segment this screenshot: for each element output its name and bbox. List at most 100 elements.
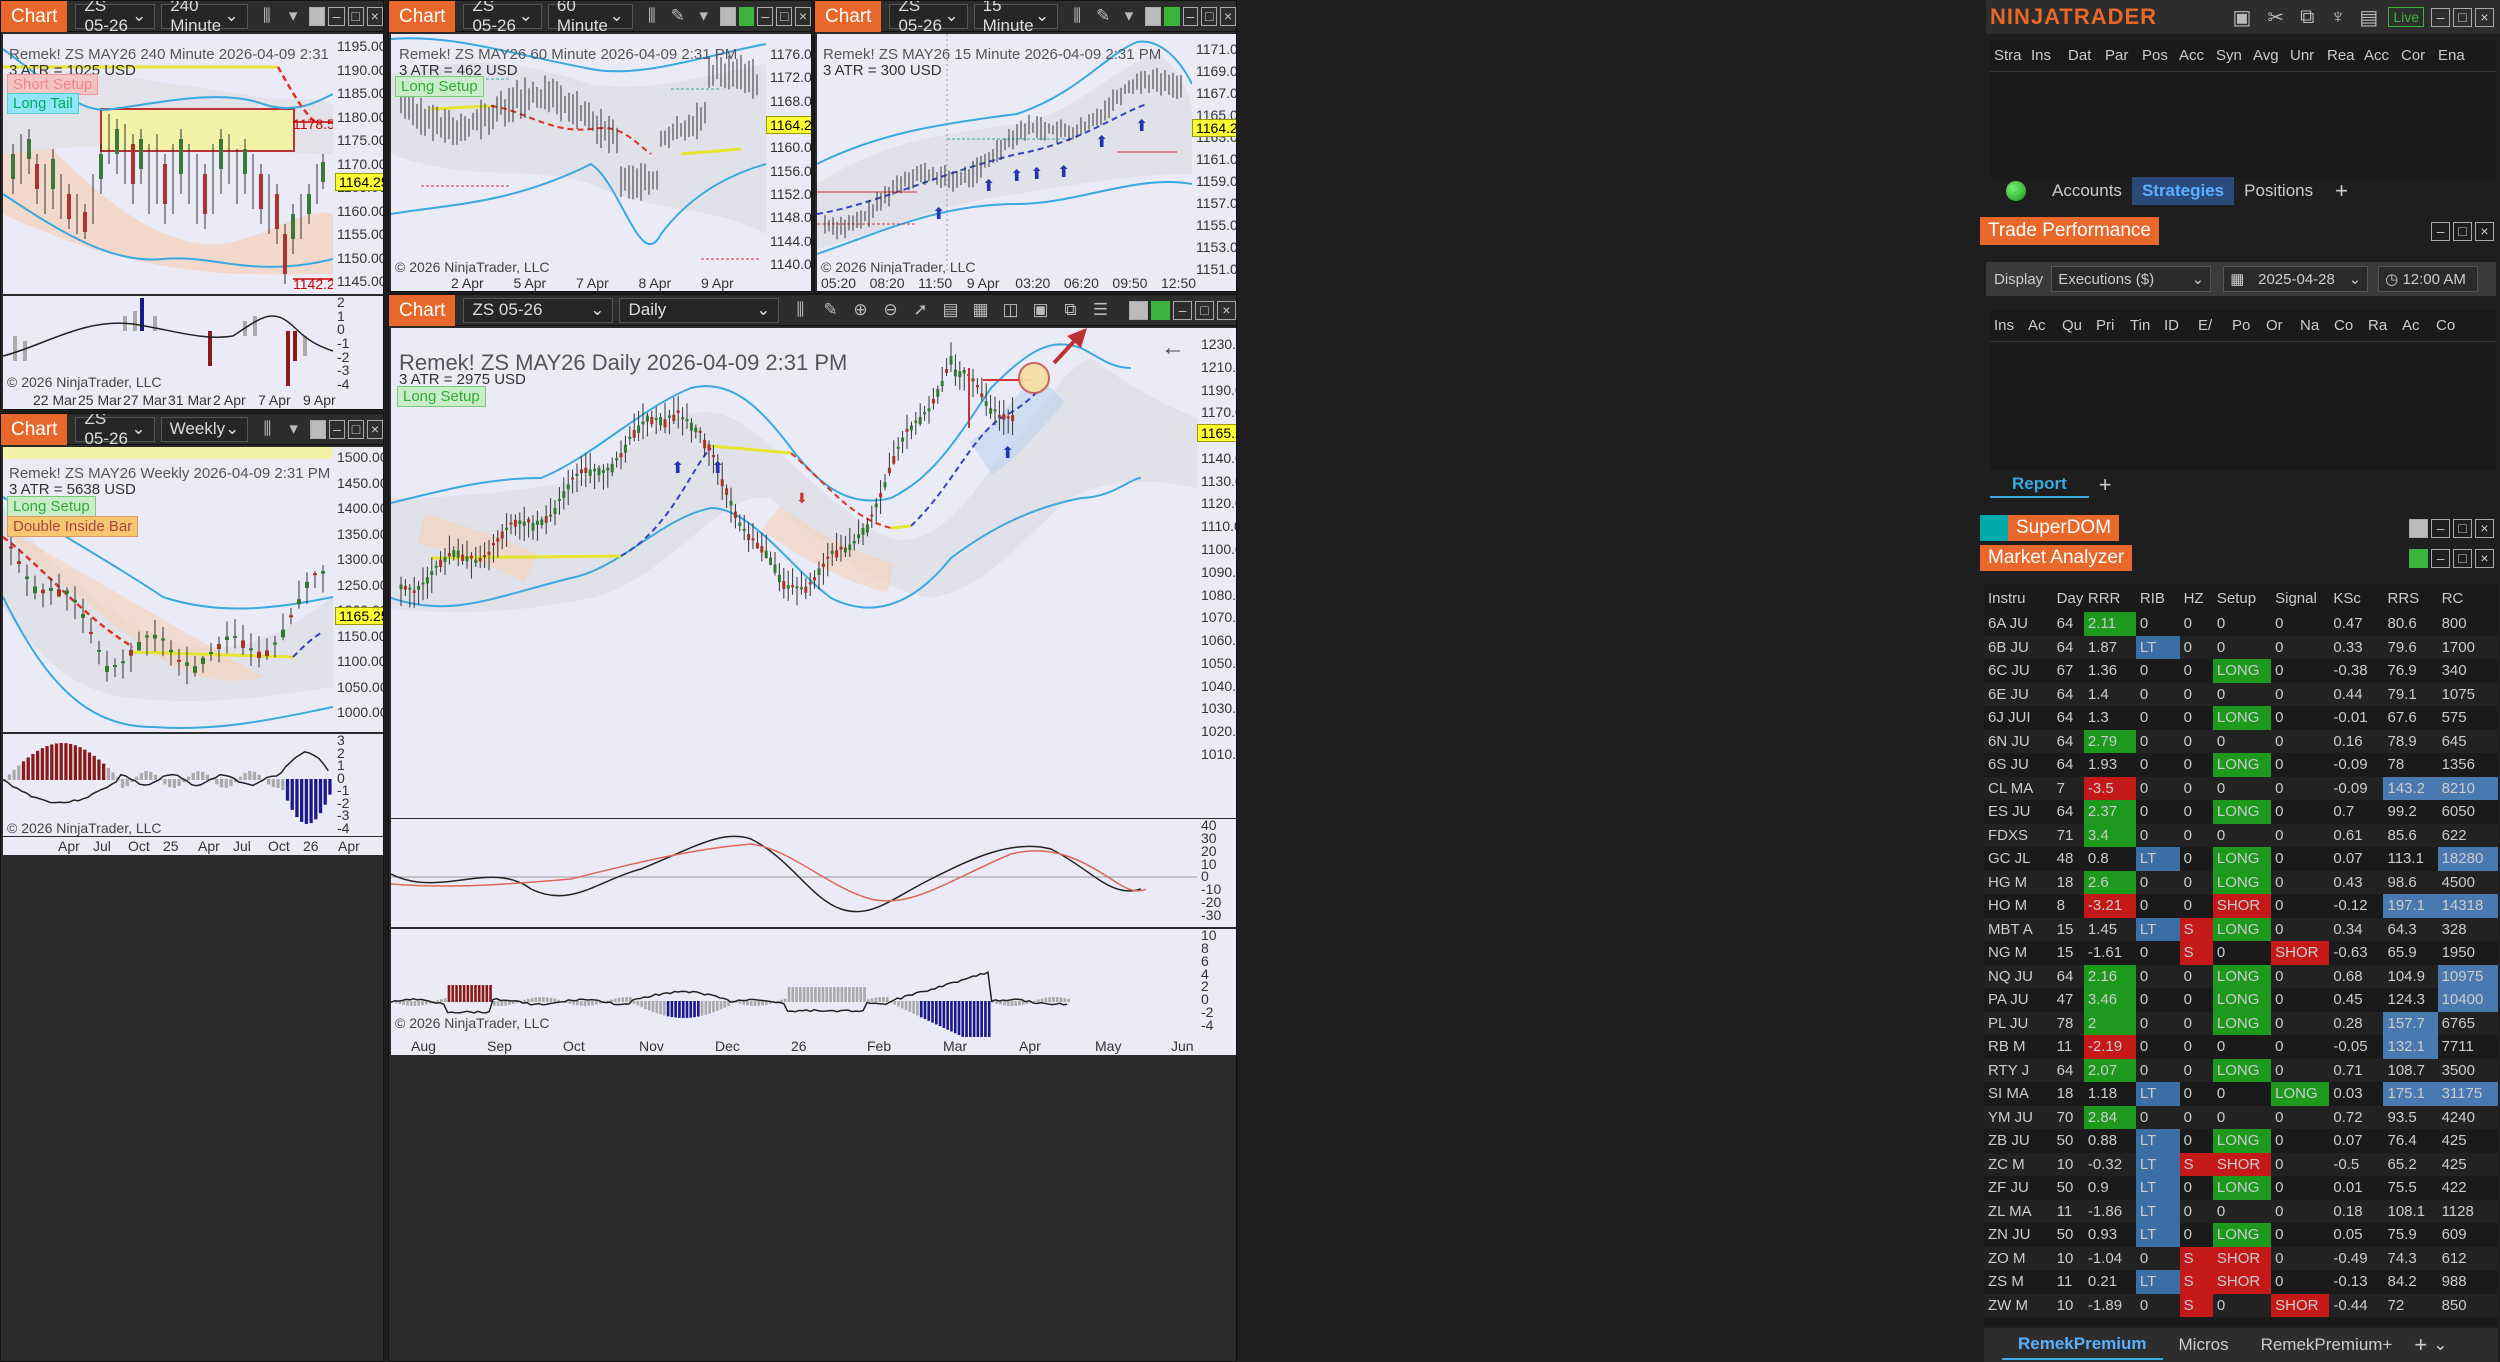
table-row[interactable]: 6E JU 64 1.4 0 0 0 0 0.44 79.1 1075 — [1984, 682, 2498, 706]
price-panel[interactable]: Remek! ZS MAY26 60 Minute 2026-04-09 2:3… — [391, 34, 766, 274]
column-header[interactable]: Instru — [1988, 589, 2026, 607]
minimize-button[interactable]: – — [2431, 548, 2450, 568]
table-row[interactable]: 6N JU 64 2.79 0 0 0 0 0.16 78.9 645 — [1984, 729, 2498, 753]
window-link-button[interactable] — [309, 419, 326, 439]
column-header[interactable]: Syn — [2216, 47, 2242, 64]
price-axis[interactable]: 1195.00 1190.00 1185.00 1180.00 1175.00 1170.… — [333, 34, 383, 294]
window-link-button[interactable] — [1129, 300, 1148, 320]
maximize-button[interactable]: □ — [2453, 518, 2472, 538]
column-header[interactable]: Day — [2056, 589, 2084, 607]
table-row[interactable]: MBT A 15 1.45 LT S LONG 0 0.34 64.3 328 — [1984, 917, 2498, 941]
maximize-button[interactable]: □ — [2453, 548, 2472, 568]
window-link-button[interactable] — [1144, 6, 1161, 26]
dropdown-arrow-icon[interactable]: ▾ — [289, 419, 298, 438]
time-axis[interactable]: 05:20 08:20 11:50 9 Apr 03:20 06:20 09:50 12:50 — [817, 274, 1236, 291]
tab-strategies[interactable]: Strategies — [2131, 177, 2235, 205]
table-row[interactable]: ZS M 11 0.21 LT S SHOR 0 -0.13 84.2 988 — [1984, 1270, 2498, 1294]
column-header[interactable]: KSc — [2333, 589, 2361, 607]
column-header[interactable]: Qu — [2062, 317, 2083, 334]
maximize-button[interactable]: □ — [347, 6, 364, 26]
table-row[interactable]: NG M 15 -1.61 0 S 0 SHOR -0.63 65.9 1950 — [1984, 941, 2498, 965]
workspaces-icon[interactable]: ⧉ — [2300, 5, 2315, 28]
price-axis[interactable]: 1176.001172.001168.001164.001160.001156.… — [766, 34, 811, 274]
dropdown-arrow-icon[interactable]: ▾ — [288, 6, 298, 25]
maximize-button[interactable]: □ — [347, 419, 364, 439]
table-row[interactable]: ZW M 10 -1.89 0 S 0 SHOR -0.44 72 850 — [1984, 1293, 2498, 1317]
period-selector[interactable]: Weekly ⌄ — [160, 416, 249, 442]
window-link-button[interactable] — [2409, 518, 2428, 538]
column-header[interactable]: Or — [2266, 317, 2283, 334]
period-selector[interactable]: 15 Minute ⌄ — [973, 1, 1059, 35]
time-axis[interactable]: Aug Sep Oct Nov Dec 26 Feb Mar Apr May Jun — [391, 1037, 1236, 1055]
bar-style-icon[interactable]: ⫼ — [263, 419, 272, 438]
add-tab-button[interactable]: + — [2335, 178, 2348, 203]
close-icon[interactable]: × — [2475, 548, 2494, 568]
report-tab[interactable]: Report — [1990, 472, 2089, 498]
zoom-out-icon[interactable]: ⊖ — [883, 300, 898, 319]
table-row[interactable]: ZO M 10 -1.04 0 S SHOR 0 -0.49 74.3 612 — [1984, 1246, 2498, 1270]
table-row[interactable]: 6B JU 64 1.87 LT 0 0 0 0.33 79.6 1700 — [1984, 635, 2498, 659]
time-axis[interactable]: Apr Jul Oct 25 Apr Jul Oct 26 Apr — [3, 837, 383, 855]
table-row[interactable]: CL MA 7 -3.5 0 0 0 0 -0.09 143.2 8210 — [1984, 776, 2498, 800]
date-picker[interactable]: ▦ 2025-04-28 ⌄ — [2223, 266, 2369, 292]
bar-style-icon[interactable]: ⫼ — [796, 300, 805, 319]
window-link-button[interactable] — [309, 6, 326, 26]
pointer-icon[interactable]: ➚ — [913, 300, 928, 319]
table-row[interactable]: SI MA 18 1.18 LT 0 0 LONG 0.03 175.1 31175 — [1984, 1082, 2498, 1106]
maximize-button[interactable]: □ — [2453, 221, 2472, 241]
minimize-button[interactable]: – — [2431, 7, 2450, 27]
column-header[interactable]: Unr — [2290, 47, 2315, 64]
price-panel[interactable]: Remek! ZS MAY26 Weekly 2026-04-09 2:31 P… — [3, 447, 333, 732]
zoom-in-icon[interactable]: ⊕ — [853, 300, 868, 319]
column-header[interactable]: Pos — [2142, 47, 2168, 64]
column-header[interactable]: Ac — [2028, 317, 2046, 334]
period-selector[interactable]: Daily ⌄ — [619, 297, 780, 323]
table-row[interactable]: ZF JU 50 0.9 LT 0 LONG 0 0.01 75.5 422 — [1984, 1176, 2498, 1200]
time-axis[interactable]: 22 Mar 25 Mar 27 Mar 31 Mar 2 Apr 7 Apr 9 Apr — [3, 391, 383, 409]
help-icon[interactable]: ▤ — [2359, 6, 2379, 29]
tab-positions[interactable]: Positions — [2244, 181, 2314, 200]
pencil-icon[interactable]: ✎ — [1095, 6, 1111, 25]
column-header[interactable]: Cor — [2401, 47, 2426, 64]
column-header[interactable]: Ins — [1994, 317, 2015, 334]
table-row[interactable]: RB M 11 -2.19 0 0 0 0 -0.05 132.1 7711 — [1984, 1035, 2498, 1059]
minimize-button[interactable]: – — [1182, 6, 1199, 26]
column-header[interactable]: Ena — [2438, 47, 2465, 64]
strategies-icon[interactable]: ▣ — [1032, 300, 1049, 319]
data-box-icon[interactable]: ▤ — [942, 300, 959, 319]
price-axis[interactable]: 1171.001169.001167.001165.001163.001161.… — [1192, 34, 1236, 277]
oscillator-panel-1[interactable] — [391, 819, 1197, 927]
period-selector[interactable]: 240 Minute ⌄ — [161, 1, 248, 35]
list-icon[interactable]: ☰ — [1092, 300, 1109, 319]
tools-icon[interactable]: ✂ — [2267, 6, 2285, 29]
table-row[interactable]: GC JL 48 0.8 LT 0 LONG 0 0.07 113.1 18280 — [1984, 847, 2498, 871]
bar-style-icon[interactable]: ⫼ — [647, 6, 656, 25]
window-link-button[interactable] — [719, 6, 736, 26]
pencil-icon[interactable]: ✎ — [823, 300, 838, 319]
table-row[interactable]: NQ JU 64 2.16 0 0 LONG 0 0.68 104.9 10975 — [1984, 964, 2498, 988]
column-header[interactable]: RRS — [2387, 589, 2420, 607]
close-icon[interactable]: × — [1217, 300, 1236, 320]
column-header[interactable]: Na — [2300, 317, 2320, 334]
column-header[interactable]: Po — [2232, 317, 2251, 334]
table-row[interactable]: 6S JU 64 1.93 0 0 LONG 0 -0.09 78 1356 — [1984, 753, 2498, 777]
column-header[interactable]: Pri — [2096, 317, 2115, 334]
price-panel[interactable]: Remek! ZS MAY26 240 Minute 2026-04-09 2:… — [3, 34, 333, 294]
table-row[interactable]: ZL MA 11 -1.86 LT 0 0 0 0.18 108.1 1128 — [1984, 1199, 2498, 1223]
table-row[interactable]: PL JU 78 2 0 0 LONG 0 0.28 157.7 6765 — [1984, 1011, 2498, 1035]
table-row[interactable]: YM JU 70 2.84 0 0 0 0 0.72 93.5 4240 — [1984, 1105, 2498, 1129]
analyzer-tab[interactable]: RemekPremium — [2002, 1330, 2163, 1360]
connections-icon[interactable]: ♆ — [2330, 5, 2346, 28]
minimize-button[interactable]: – — [2431, 518, 2450, 538]
display-selector[interactable]: Executions ($) ⌄ — [2051, 266, 2212, 292]
column-header[interactable]: Avg — [2253, 47, 2279, 64]
bar-style-icon[interactable]: ⫼ — [262, 6, 271, 25]
column-header[interactable]: ID — [2164, 317, 2179, 334]
maximize-button[interactable]: □ — [776, 6, 793, 26]
period-selector[interactable]: 60 Minute ⌄ — [547, 1, 633, 35]
price-axis[interactable]: 1500.00 1450.00 1400.00 1350.00 1300.00 1250.… — [333, 447, 383, 732]
table-row[interactable]: RTY J 64 2.07 0 0 LONG 0 0.71 108.7 3500 — [1984, 1058, 2498, 1082]
add-tab-button[interactable]: + — [2098, 472, 2112, 497]
window-link-green-button[interactable] — [1163, 6, 1180, 26]
table-row[interactable]: HO M 8 -3.21 0 0 SHOR 0 -0.12 197.1 14318 — [1984, 894, 2498, 918]
